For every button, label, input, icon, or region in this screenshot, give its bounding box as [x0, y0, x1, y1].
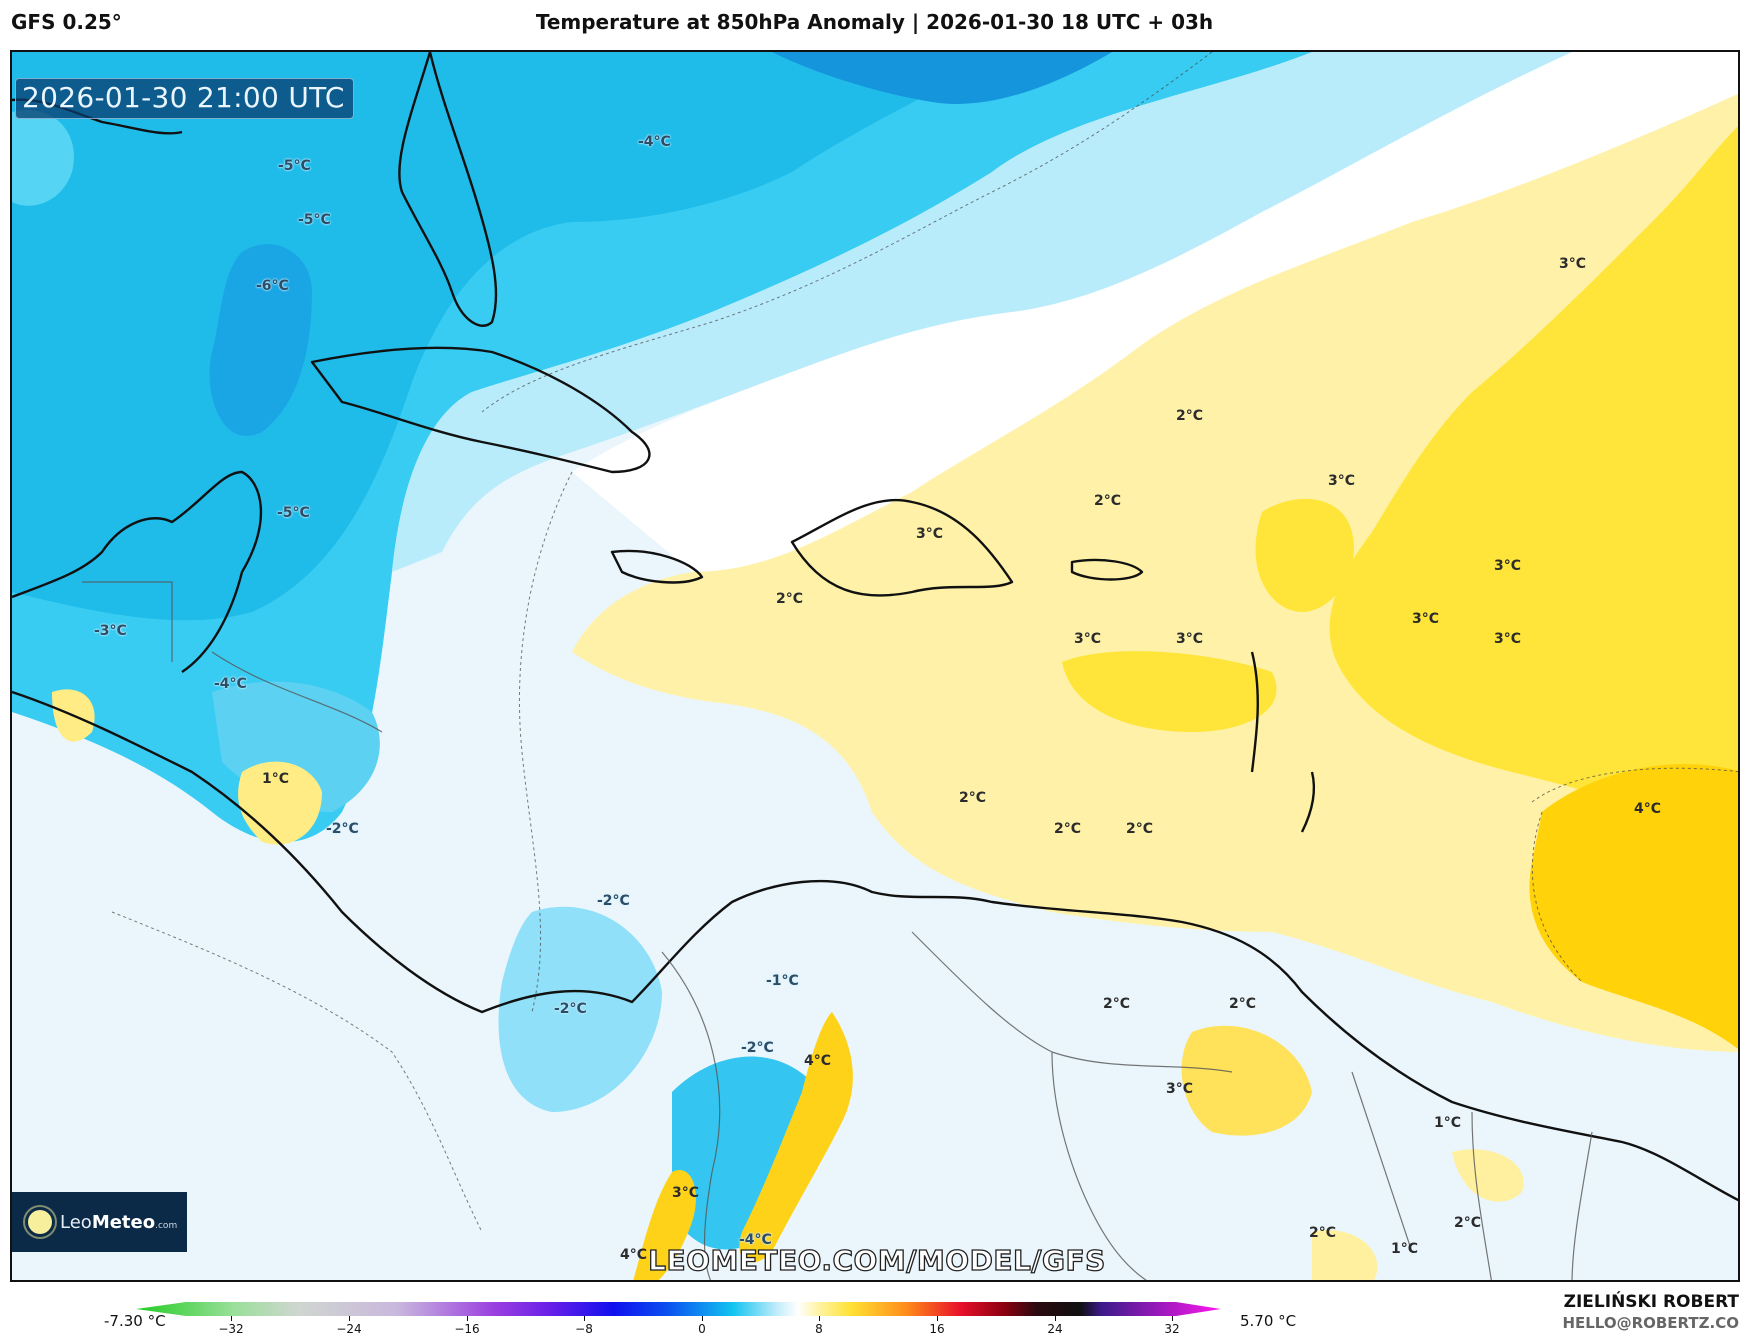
tick-label: −8 [575, 1322, 593, 1336]
contour-label: 2°C [1454, 1215, 1482, 1231]
contour-label: -4°C [638, 134, 671, 150]
logo-text: LeoMeteo.com [60, 1211, 178, 1233]
contour-label: 2°C [1309, 1225, 1337, 1241]
contour-label: -1°C [766, 973, 799, 989]
contour-label: 2°C [1176, 408, 1204, 424]
model-label: GFS 0.25° [11, 10, 122, 34]
colorbar-max-label: 5.70 °C [1240, 1312, 1297, 1330]
tick-label: 24 [1047, 1322, 1063, 1336]
contour-label: 2°C [1103, 996, 1131, 1012]
contour-label: -5°C [277, 505, 310, 521]
colorbar-min-label: -7.30 °C [104, 1312, 166, 1330]
contour-label: 1°C [1391, 1241, 1419, 1257]
contour-label: 3°C [1559, 256, 1587, 272]
contour-label: -3°C [94, 623, 127, 639]
contour-label: 3°C [916, 526, 944, 542]
contour-label: -6°C [256, 278, 289, 294]
contour-label: 3°C [672, 1185, 700, 1201]
tick-label: 0 [698, 1322, 706, 1336]
map-panel[interactable]: 2026-01-30 21:00 UTC -5°C -5°C -6°C -4°C -5°… [10, 50, 1740, 1282]
contour-label: 3°C [1074, 631, 1102, 647]
contour-label: 4°C [804, 1053, 832, 1069]
contour-label: 3°C [1412, 611, 1440, 627]
contour-label: 4°C [1634, 801, 1662, 817]
tick-label: 32 [1164, 1322, 1180, 1336]
contour-label: 3°C [1166, 1081, 1194, 1097]
author-name: ZIELIŃSKI ROBERT [1563, 1292, 1739, 1312]
contour-label: -5°C [298, 212, 331, 228]
contour-label: 1°C [262, 771, 290, 787]
chart-title: Temperature at 850hPa Anomaly | 2026-01-… [535, 10, 1214, 34]
contour-label: -4°C [739, 1232, 772, 1248]
contour-label: 1°C [1434, 1115, 1462, 1131]
contour-label: 2°C [1229, 996, 1257, 1012]
contour-label: 3°C [1494, 631, 1522, 647]
watermark-url[interactable]: LEOMETEO.COM/MODEL/GFS [648, 1243, 1106, 1277]
tick-label: −32 [218, 1322, 244, 1336]
contour-label: 2°C [776, 591, 804, 607]
colorbar-ticks: −32 −24 −16 −8 0 8 16 24 32 [0, 1316, 1749, 1338]
contour-label: 2°C [1054, 821, 1082, 837]
contour-label: -2°C [326, 821, 359, 837]
contour-label: 3°C [1176, 631, 1204, 647]
valid-time-badge: 2026-01-30 21:00 UTC [15, 78, 354, 119]
sun-icon [28, 1210, 52, 1234]
temperature-anomaly-field [12, 52, 1738, 1280]
contour-label: -2°C [741, 1040, 774, 1056]
contour-label: 2°C [959, 790, 987, 806]
leometeo-logo[interactable]: LeoMeteo.com [12, 1192, 187, 1252]
contour-label: 2°C [1094, 493, 1122, 509]
contour-label: 3°C [1328, 473, 1356, 489]
contour-label: -5°C [278, 158, 311, 174]
contour-label: -4°C [214, 676, 247, 692]
colorbar [136, 1302, 1221, 1316]
contour-label: 2°C [1126, 821, 1154, 837]
author-email[interactable]: HELLO@ROBERTZ.CO [1562, 1314, 1739, 1332]
contour-label: -2°C [597, 893, 630, 909]
contour-label: 4°C [620, 1247, 648, 1263]
tick-label: 16 [929, 1322, 945, 1336]
tick-label: −16 [454, 1322, 480, 1336]
contour-label: -2°C [554, 1001, 587, 1017]
contour-label: 3°C [1494, 558, 1522, 574]
tick-label: 8 [815, 1322, 823, 1336]
tick-label: −24 [336, 1322, 362, 1336]
